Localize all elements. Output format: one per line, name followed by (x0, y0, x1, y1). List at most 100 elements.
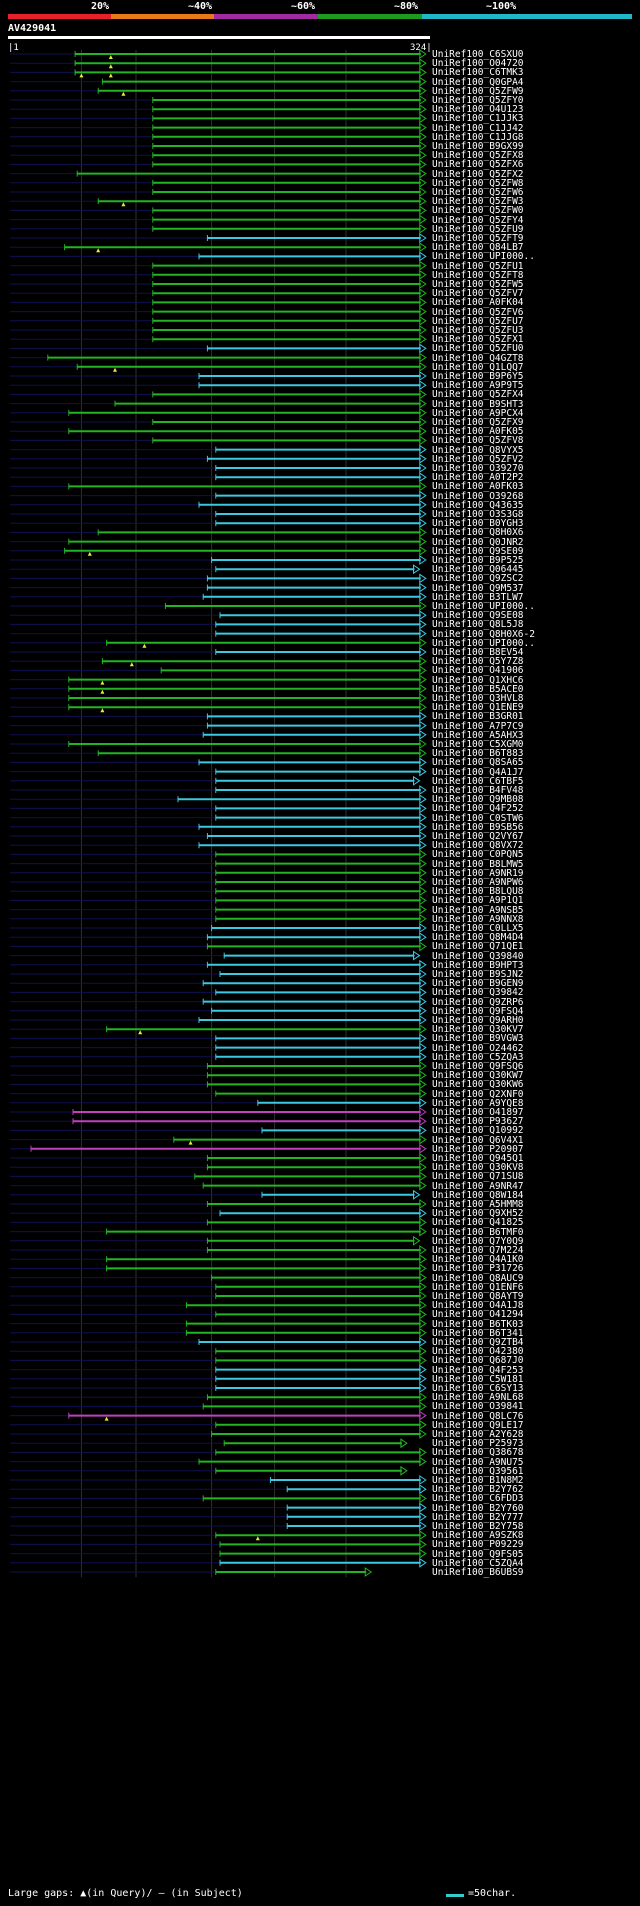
hit-label[interactable]: UniRef100_Q1XHC6 (432, 674, 524, 686)
hit-label[interactable]: UniRef100_Q8H0X6 (432, 527, 524, 539)
hit-label[interactable]: UniRef100_B8LQU8 (432, 886, 524, 898)
hit-label[interactable]: UniRef100_Q5ZFX1 (432, 334, 524, 346)
hit-label[interactable]: UniRef100_Q5ZFU0 (432, 343, 524, 355)
hit-label[interactable]: UniRef100_O39841 (432, 1401, 524, 1413)
hit-label[interactable]: UniRef100_C6FDD3 (432, 1493, 524, 1505)
hit-label[interactable]: UniRef100_Q9ZRP6 (432, 996, 524, 1008)
hit-label[interactable]: UniRef100_B2Y758 (432, 1521, 524, 1532)
hit-label[interactable]: UniRef100_Q5ZFW3 (432, 196, 524, 208)
hit-label[interactable]: UniRef100_B9GEN9 (432, 978, 524, 990)
hit-label[interactable]: UniRef100_Q30KW7 (432, 1070, 524, 1082)
hit-label[interactable]: UniRef100_B9VGW3 (432, 1033, 524, 1045)
hit-label[interactable]: UniRef100_Q5ZFT9 (432, 233, 524, 244)
hit-label[interactable]: UniRef100_B2Y777 (432, 1511, 524, 1523)
hit-label[interactable]: UniRef100_Q5ZFY4 (432, 214, 524, 226)
hit-label[interactable]: UniRef100_P25973 (432, 1438, 524, 1450)
hit-label[interactable]: UniRef100_Q8AYT9 (432, 1291, 524, 1302)
hit-label[interactable]: UniRef100_Q8L5J8 (432, 619, 524, 631)
hit-label[interactable]: UniRef100_B0YGH3 (432, 518, 524, 530)
hit-label[interactable]: UniRef100_Q5ZFX9 (432, 417, 524, 428)
hit-label[interactable]: UniRef100_C6TMK3 (432, 67, 524, 79)
hit-label[interactable]: UniRef100_Q5ZFV2 (432, 453, 524, 465)
hit-label[interactable]: UniRef100_C0STW6 (432, 812, 524, 824)
hit-label[interactable]: UniRef100_Q8SA65 (432, 757, 524, 769)
hit-label[interactable]: UniRef100_O4A1J8 (432, 1300, 524, 1312)
hit-label[interactable]: UniRef100_Q7Y0Q9 (432, 1235, 524, 1247)
hit-label[interactable]: UniRef100_A9NNX8 (432, 913, 524, 925)
hit-label[interactable]: UniRef100_C6SY13 (432, 1383, 524, 1394)
hit-label[interactable]: UniRef100_A9YQE8 (432, 1097, 524, 1109)
hit-label[interactable]: UniRef100_P93627 (432, 1116, 524, 1128)
hit-label[interactable]: UniRef100_O41906 (432, 665, 524, 677)
hit-label[interactable]: UniRef100_Q5ZFU9 (432, 223, 524, 235)
hit-label[interactable]: UniRef100_Q6V4X1 (432, 1134, 524, 1146)
hit-label[interactable]: UniRef100_B9GX99 (432, 141, 524, 152)
hit-label[interactable]: UniRef100_A5HMM8 (432, 1199, 524, 1210)
hit-label[interactable]: UniRef100_A9NR19 (432, 867, 524, 879)
hit-label[interactable]: UniRef100_B6TK03 (432, 1318, 524, 1330)
hit-label[interactable]: UniRef100_C1JJG8 (432, 131, 524, 143)
hit-label[interactable]: UniRef100_P31726 (432, 1263, 524, 1275)
hit-label[interactable]: UniRef100_UPI000.. (432, 601, 535, 612)
hit-label[interactable]: UniRef100_A0FK05 (432, 426, 524, 438)
hit-label[interactable]: UniRef100_Q9FSQ6 (432, 1061, 524, 1072)
hit-label[interactable]: UniRef100_A9NR47 (432, 1180, 524, 1192)
hit-label[interactable]: UniRef100_B8LMW5 (432, 858, 524, 870)
hit-label[interactable]: UniRef100_O41897 (432, 1107, 524, 1118)
hit-label[interactable]: UniRef100_Q41825 (432, 1217, 524, 1229)
hit-label[interactable]: UniRef100_B6UBS9 (432, 1567, 524, 1578)
hit-label[interactable]: UniRef100_A0FK03 (432, 481, 524, 493)
hit-label[interactable]: UniRef100_B2Y760 (432, 1502, 524, 1514)
hit-label[interactable]: UniRef100_Q5ZFU7 (432, 315, 524, 327)
hit-label[interactable]: UniRef100_Q43635 (432, 499, 524, 511)
hit-label[interactable]: UniRef100_Q9SE09 (432, 545, 524, 557)
hit-label[interactable]: UniRef100_Q30KV7 (432, 1024, 524, 1036)
hit-label[interactable]: UniRef100_B6T341 (432, 1327, 524, 1339)
hit-label[interactable]: UniRef100_Q9XH52 (432, 1208, 524, 1220)
hit-label[interactable]: UniRef100_Q5ZFW5 (432, 279, 524, 290)
hit-label[interactable]: UniRef100_A5AHX3 (432, 729, 524, 741)
hit-label[interactable]: UniRef100_C1JJ42 (432, 122, 524, 134)
hit-label[interactable]: UniRef100_Q3HVL8 (432, 693, 524, 704)
hit-label[interactable]: UniRef100_B6TMF0 (432, 1226, 524, 1238)
hit-label[interactable]: UniRef100_Q0GPA4 (432, 76, 524, 88)
hit-label[interactable]: UniRef100_B9HPT3 (432, 959, 524, 971)
hit-label[interactable]: UniRef100_C5ZQA4 (432, 1557, 524, 1569)
hit-label[interactable]: UniRef100_Q4A1J7 (432, 766, 524, 778)
hit-label[interactable]: UniRef100_A9NSB5 (432, 904, 524, 916)
hit-label[interactable]: UniRef100_Q5ZFX8 (432, 150, 524, 162)
hit-label[interactable]: UniRef100_O04720 (432, 58, 524, 70)
hit-label[interactable]: UniRef100_Q9FS05 (432, 1548, 524, 1560)
hit-label[interactable]: UniRef100_B8EV54 (432, 647, 524, 658)
hit-label[interactable]: UniRef100_Q71SU8 (432, 1171, 524, 1183)
hit-label[interactable]: UniRef100_A7P7C9 (432, 720, 524, 732)
hit-label[interactable]: UniRef100_O39268 (432, 490, 524, 502)
hit-label[interactable]: UniRef100_Q9ZSC2 (432, 573, 524, 585)
hit-label[interactable]: UniRef100_C5W181 (432, 1373, 524, 1385)
hit-label[interactable]: UniRef100_Q30KW6 (432, 1079, 524, 1091)
hit-label[interactable]: UniRef100_Q9ARH0 (432, 1015, 524, 1026)
hit-label[interactable]: UniRef100_A9NL68 (432, 1392, 524, 1404)
hit-label[interactable]: UniRef100_Q0JNR2 (432, 536, 524, 548)
hit-label[interactable]: UniRef100_Q1ENF6 (432, 1281, 524, 1293)
hit-label[interactable]: UniRef100_Q5Y7Z8 (432, 656, 524, 668)
hit-label[interactable]: UniRef100_Q9ZTB4 (432, 1337, 524, 1348)
hit-label[interactable]: UniRef100_C6TBF5 (432, 775, 524, 787)
hit-label[interactable]: UniRef100_Q84LB7 (432, 242, 524, 254)
hit-label[interactable]: UniRef100_Q2VY67 (432, 831, 524, 842)
hit-label[interactable]: UniRef100_A9PCX4 (432, 407, 524, 419)
hit-label[interactable]: UniRef100_Q39842 (432, 987, 524, 999)
hit-label[interactable]: UniRef100_Q5ZFY0 (432, 95, 524, 106)
hit-label[interactable]: UniRef100_Q7M224 (432, 1245, 524, 1256)
hit-label[interactable]: UniRef100_Q5ZFU1 (432, 260, 524, 272)
hit-label[interactable]: UniRef100_Q39840 (432, 950, 524, 962)
hit-label[interactable]: UniRef100_B4FV48 (432, 785, 524, 796)
hit-label[interactable]: UniRef100_B2Y762 (432, 1484, 524, 1496)
hit-label[interactable]: UniRef100_Q1LQQ7 (432, 361, 524, 373)
hit-label[interactable]: UniRef100_Q5ZFX2 (432, 168, 524, 180)
hit-label[interactable]: UniRef100_Q06445 (432, 564, 524, 576)
hit-label[interactable]: UniRef100_Q9LE17 (432, 1419, 524, 1431)
hit-label[interactable]: UniRef100_A0T2P2 (432, 472, 524, 484)
hit-label[interactable]: UniRef100_Q30KV8 (432, 1162, 524, 1174)
hit-label[interactable]: UniRef100_B9SJN2 (432, 969, 524, 980)
